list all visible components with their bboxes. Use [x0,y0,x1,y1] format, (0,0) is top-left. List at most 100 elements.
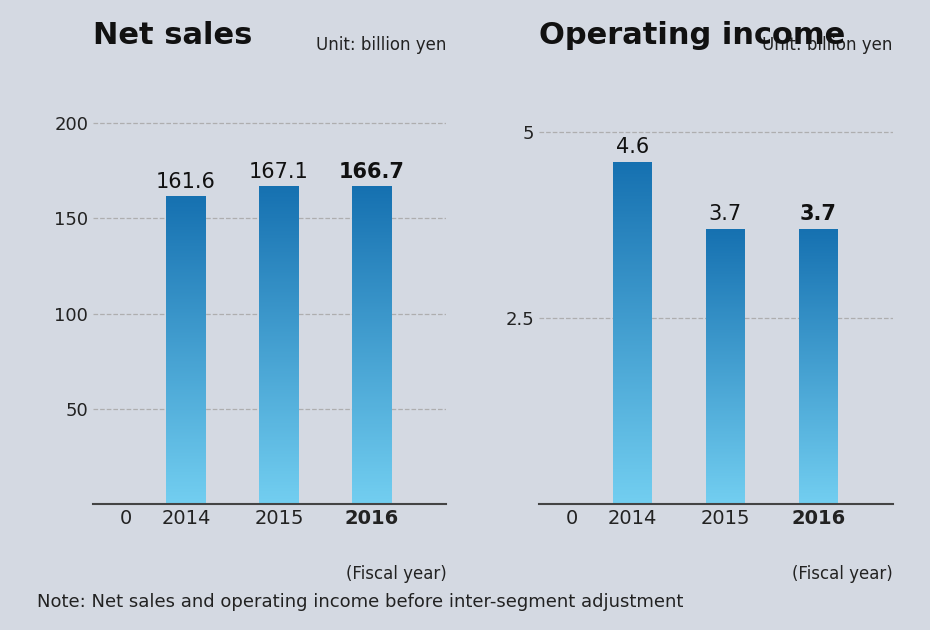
Bar [352,302,392,303]
Bar [352,386,392,387]
Bar [352,430,392,431]
Bar [613,166,652,167]
Bar [613,215,652,216]
Bar [613,241,652,243]
Bar [613,490,652,491]
Bar [166,445,206,447]
Bar [259,434,299,435]
Bar [613,448,652,449]
Bar [259,418,299,419]
Bar [706,342,745,343]
Bar [166,386,206,387]
Bar [352,239,392,241]
Bar [799,479,838,480]
Bar [799,438,838,439]
Bar [613,352,652,353]
Bar [613,358,652,359]
Bar [706,350,745,351]
Bar [259,379,299,380]
Bar [799,391,838,392]
Bar [613,264,652,265]
Bar [259,198,299,200]
Bar [352,311,392,312]
Bar [166,358,206,359]
Bar [352,235,392,236]
Bar [706,248,745,249]
Bar [352,415,392,416]
Bar [352,423,392,425]
Bar [352,231,392,232]
Bar [352,428,392,429]
Bar [259,368,299,369]
Bar [799,267,838,268]
Bar [259,226,299,227]
Bar [166,483,206,484]
Bar [706,448,745,449]
Bar [799,470,838,471]
Bar [613,467,652,469]
Bar [352,370,392,372]
Bar [799,268,838,269]
Bar [799,427,838,428]
Bar [352,456,392,457]
Bar [706,354,745,355]
Bar [799,358,838,359]
Bar [706,364,745,365]
Bar [166,362,206,364]
Bar [799,491,838,492]
Bar [166,271,206,272]
Bar [613,496,652,497]
Bar [613,266,652,268]
Bar [259,329,299,330]
Bar [166,248,206,249]
Bar [166,220,206,221]
Bar [352,364,392,365]
Bar [613,269,652,270]
Bar [352,227,392,228]
Bar [259,389,299,391]
Bar [352,433,392,434]
Bar [259,228,299,229]
Bar [799,294,838,295]
Bar [166,435,206,437]
Bar [352,353,392,355]
Bar [706,259,745,260]
Bar [352,409,392,410]
Bar [613,323,652,324]
Bar [613,394,652,396]
Bar [613,418,652,420]
Bar [799,303,838,304]
Bar [352,411,392,412]
Bar [613,343,652,344]
Bar [352,391,392,392]
Bar [352,446,392,447]
Bar [166,379,206,380]
Bar [259,401,299,402]
Bar [799,235,838,236]
Bar [352,412,392,413]
Bar [352,314,392,316]
Text: 4.6: 4.6 [616,137,649,158]
Bar [706,374,745,375]
Bar [706,312,745,313]
Bar [706,299,745,300]
Bar [799,466,838,467]
Bar [706,244,745,245]
Bar [352,325,392,326]
Bar [706,322,745,323]
Bar [799,372,838,373]
Bar [166,331,206,333]
Bar [799,378,838,379]
Bar [706,484,745,486]
Bar [259,414,299,415]
Bar [166,421,206,422]
Bar [706,356,745,357]
Text: (Fiscal year): (Fiscal year) [346,566,446,583]
Bar [352,270,392,271]
Bar [166,303,206,304]
Bar [706,237,745,238]
Bar [259,319,299,321]
Bar [706,340,745,341]
Bar [706,408,745,410]
Bar [259,193,299,194]
